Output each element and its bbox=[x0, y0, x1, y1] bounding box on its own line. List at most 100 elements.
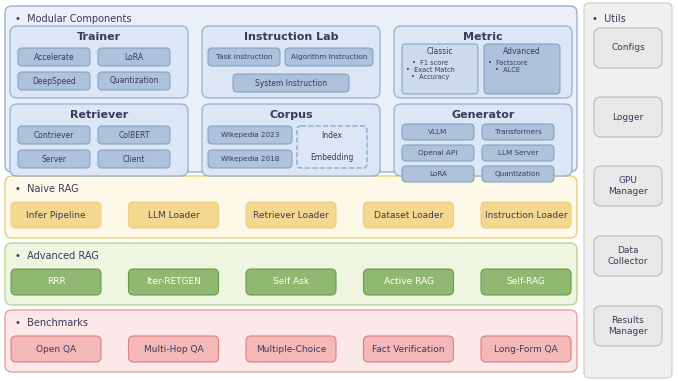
Text: LLM Loader: LLM Loader bbox=[148, 210, 199, 219]
FancyBboxPatch shape bbox=[482, 145, 554, 161]
Text: Trainer: Trainer bbox=[77, 32, 121, 42]
Text: •  Naive RAG: • Naive RAG bbox=[15, 184, 79, 194]
Text: LoRA: LoRA bbox=[125, 53, 144, 61]
Text: Quantization: Quantization bbox=[495, 171, 541, 177]
FancyBboxPatch shape bbox=[482, 166, 554, 182]
Text: Algorithm Instruction: Algorithm Instruction bbox=[291, 54, 367, 60]
Text: Generator: Generator bbox=[452, 110, 515, 120]
FancyBboxPatch shape bbox=[594, 166, 662, 206]
FancyBboxPatch shape bbox=[129, 336, 218, 362]
Text: Fact Verification: Fact Verification bbox=[372, 344, 445, 354]
Text: Accelerate: Accelerate bbox=[34, 53, 75, 61]
FancyBboxPatch shape bbox=[208, 150, 292, 168]
FancyBboxPatch shape bbox=[5, 243, 577, 305]
Text: Embedding: Embedding bbox=[311, 154, 354, 163]
Text: Instruction Loader: Instruction Loader bbox=[485, 210, 567, 219]
Text: Infer Pipeline: Infer Pipeline bbox=[26, 210, 86, 219]
Text: •  Factscore
•  ALCE: • Factscore • ALCE bbox=[488, 60, 527, 73]
FancyBboxPatch shape bbox=[481, 269, 571, 295]
Text: RRR: RRR bbox=[47, 277, 65, 287]
Text: Classic: Classic bbox=[426, 46, 454, 56]
Text: Open QA: Open QA bbox=[36, 344, 76, 354]
FancyBboxPatch shape bbox=[129, 202, 218, 228]
Text: Index: Index bbox=[321, 131, 342, 141]
FancyBboxPatch shape bbox=[10, 26, 188, 98]
FancyBboxPatch shape bbox=[402, 124, 474, 140]
Text: Client: Client bbox=[123, 155, 145, 163]
Text: Dataset Loader: Dataset Loader bbox=[374, 210, 443, 219]
FancyBboxPatch shape bbox=[594, 97, 662, 137]
FancyBboxPatch shape bbox=[5, 176, 577, 238]
FancyBboxPatch shape bbox=[11, 202, 101, 228]
Text: Self-RAG: Self-RAG bbox=[506, 277, 545, 287]
Text: Logger: Logger bbox=[612, 112, 643, 122]
FancyBboxPatch shape bbox=[202, 104, 380, 176]
FancyBboxPatch shape bbox=[129, 269, 218, 295]
Text: ColBERT: ColBERT bbox=[118, 131, 150, 139]
FancyBboxPatch shape bbox=[98, 150, 170, 168]
Text: Multiple-Choice: Multiple-Choice bbox=[256, 344, 326, 354]
FancyBboxPatch shape bbox=[402, 145, 474, 161]
Text: Self Ask: Self Ask bbox=[273, 277, 309, 287]
Text: DeepSpeed: DeepSpeed bbox=[32, 77, 76, 85]
FancyBboxPatch shape bbox=[584, 3, 672, 378]
FancyBboxPatch shape bbox=[297, 126, 367, 168]
FancyBboxPatch shape bbox=[394, 104, 572, 176]
FancyBboxPatch shape bbox=[18, 150, 90, 168]
Text: Iter-RETGEN: Iter-RETGEN bbox=[146, 277, 201, 287]
FancyBboxPatch shape bbox=[246, 336, 336, 362]
Text: Data
Collector: Data Collector bbox=[607, 246, 648, 266]
FancyBboxPatch shape bbox=[11, 336, 101, 362]
Text: Corpus: Corpus bbox=[269, 110, 313, 120]
Text: Long-Form QA: Long-Form QA bbox=[494, 344, 558, 354]
FancyBboxPatch shape bbox=[484, 44, 560, 94]
FancyBboxPatch shape bbox=[233, 74, 349, 92]
Text: LoRA: LoRA bbox=[429, 171, 447, 177]
FancyBboxPatch shape bbox=[11, 269, 101, 295]
FancyBboxPatch shape bbox=[363, 269, 454, 295]
Text: System Instruction: System Instruction bbox=[255, 78, 327, 88]
Text: GPU
Manager: GPU Manager bbox=[608, 176, 647, 196]
Text: Advanced: Advanced bbox=[503, 46, 541, 56]
Text: Retriever Loader: Retriever Loader bbox=[253, 210, 329, 219]
FancyBboxPatch shape bbox=[18, 48, 90, 66]
Text: Configs: Configs bbox=[611, 43, 645, 53]
Text: Wikepedia 2018: Wikepedia 2018 bbox=[221, 156, 279, 162]
Text: Retriever: Retriever bbox=[70, 110, 128, 120]
FancyBboxPatch shape bbox=[208, 48, 280, 66]
Text: •  Advanced RAG: • Advanced RAG bbox=[15, 251, 99, 261]
FancyBboxPatch shape bbox=[394, 26, 572, 98]
Text: Active RAG: Active RAG bbox=[384, 277, 433, 287]
FancyBboxPatch shape bbox=[594, 236, 662, 276]
FancyBboxPatch shape bbox=[5, 6, 577, 172]
FancyBboxPatch shape bbox=[98, 48, 170, 66]
Text: VLLM: VLLM bbox=[428, 129, 447, 135]
FancyBboxPatch shape bbox=[208, 126, 292, 144]
FancyBboxPatch shape bbox=[594, 306, 662, 346]
FancyBboxPatch shape bbox=[98, 126, 170, 144]
FancyBboxPatch shape bbox=[402, 44, 478, 94]
FancyBboxPatch shape bbox=[202, 26, 380, 98]
Text: •  Benchmarks: • Benchmarks bbox=[15, 318, 88, 328]
Text: Quantization: Quantization bbox=[109, 77, 159, 85]
Text: Wikepedia 2023: Wikepedia 2023 bbox=[221, 132, 279, 138]
Text: LLM Server: LLM Server bbox=[498, 150, 538, 156]
FancyBboxPatch shape bbox=[402, 166, 474, 182]
Text: Server: Server bbox=[41, 155, 66, 163]
Text: •  F1 score
•  Exact Match
•  Accuracy: • F1 score • Exact Match • Accuracy bbox=[406, 60, 455, 80]
Text: •  Utils: • Utils bbox=[592, 14, 626, 24]
Text: •  Modular Components: • Modular Components bbox=[15, 14, 132, 24]
FancyBboxPatch shape bbox=[246, 202, 336, 228]
Text: Results
Manager: Results Manager bbox=[608, 316, 647, 336]
FancyBboxPatch shape bbox=[246, 269, 336, 295]
Text: Transformers: Transformers bbox=[494, 129, 542, 135]
FancyBboxPatch shape bbox=[10, 104, 188, 176]
Text: Metric: Metric bbox=[463, 32, 503, 42]
FancyBboxPatch shape bbox=[285, 48, 373, 66]
FancyBboxPatch shape bbox=[482, 124, 554, 140]
Text: Instruction Lab: Instruction Lab bbox=[244, 32, 338, 42]
FancyBboxPatch shape bbox=[363, 202, 454, 228]
FancyBboxPatch shape bbox=[481, 202, 571, 228]
FancyBboxPatch shape bbox=[5, 310, 577, 372]
Text: Openai API: Openai API bbox=[418, 150, 458, 156]
